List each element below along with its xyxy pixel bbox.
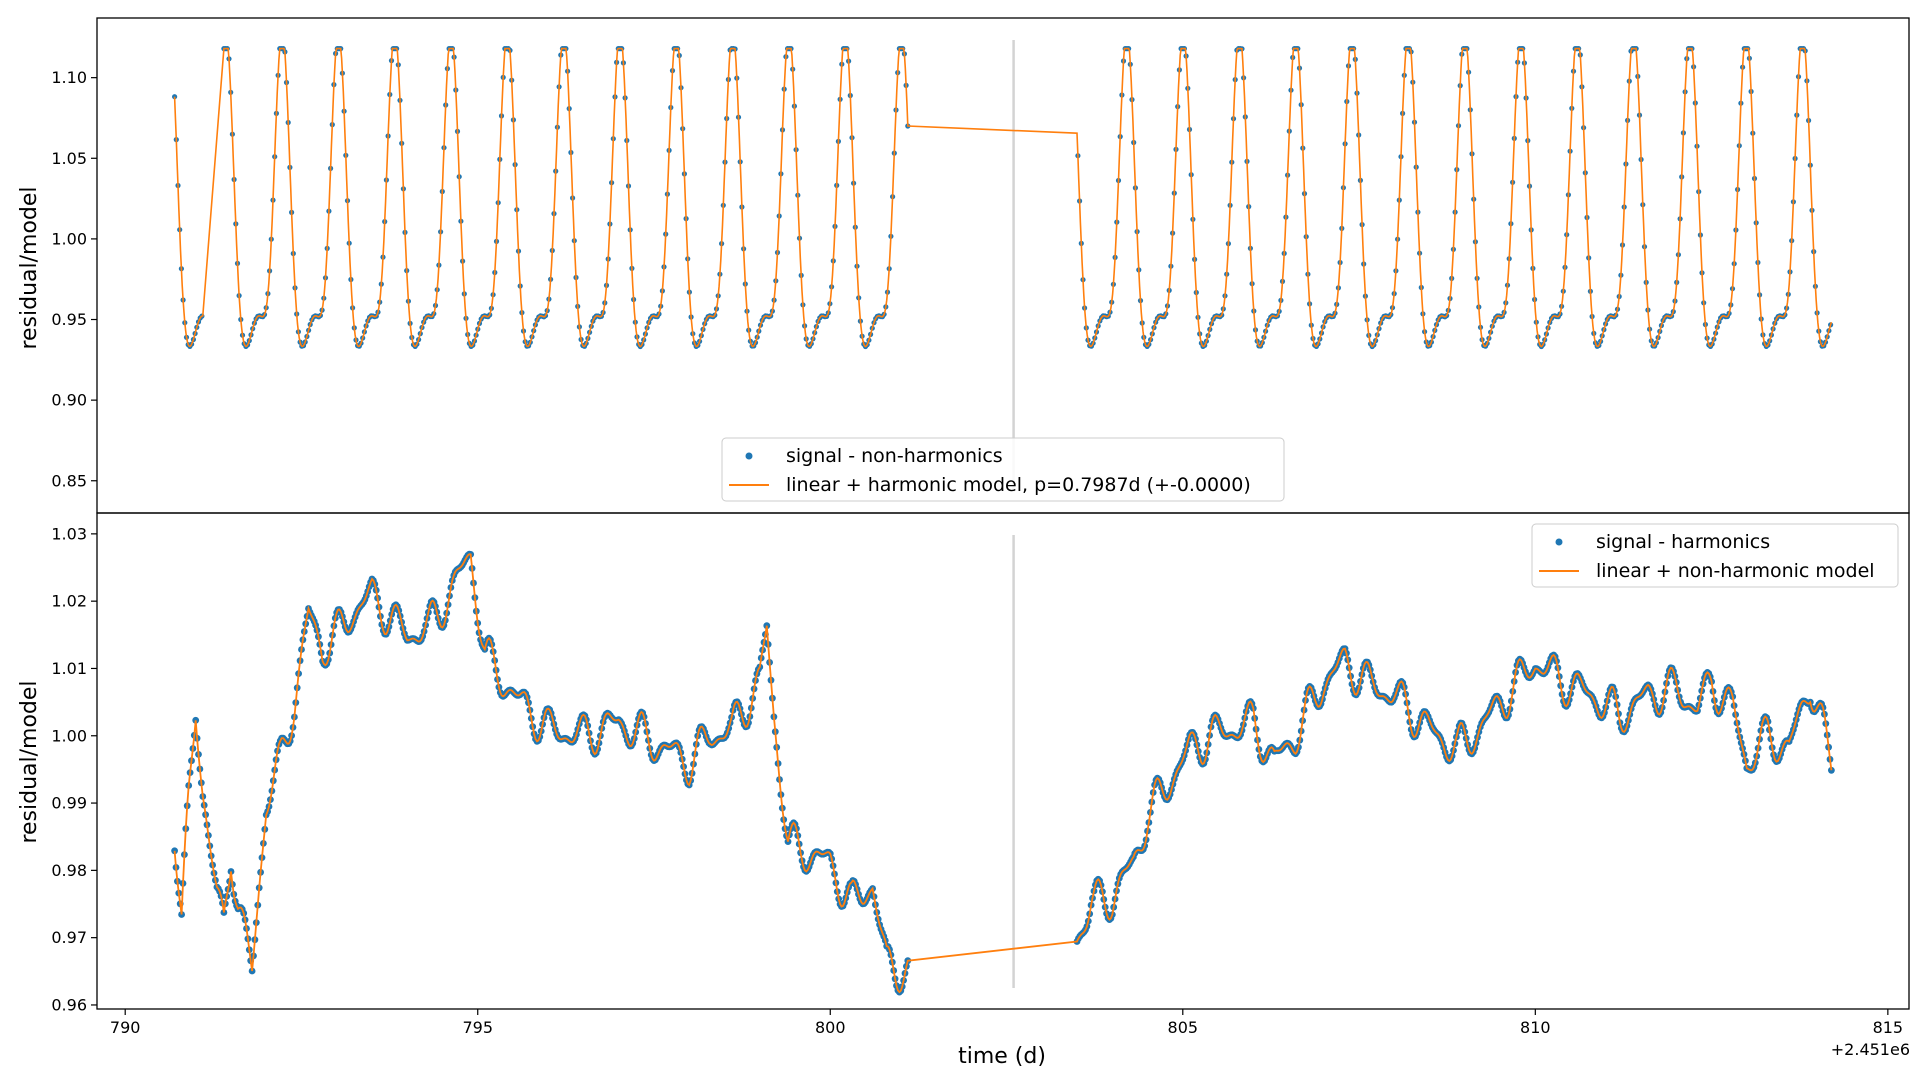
top-y-tick-label: 0.90 bbox=[51, 391, 87, 410]
x-axis-label: time (d) bbox=[958, 1044, 1046, 1069]
top-series-model bbox=[173, 47, 1833, 348]
top-y-tick-label: 1.10 bbox=[51, 68, 87, 87]
bottom-y-tick-label: 1.00 bbox=[51, 726, 87, 745]
bottom-legend-scatter-marker bbox=[1555, 538, 1563, 546]
top-series-signal bbox=[172, 46, 1834, 350]
top-y-tick-label: 1.00 bbox=[51, 229, 87, 248]
top-y-tick-label: 0.95 bbox=[51, 310, 87, 329]
top-y-axis-label: residual/model bbox=[17, 186, 42, 349]
x-tick-label: 805 bbox=[1168, 1018, 1199, 1037]
top-y-tick-label: 1.05 bbox=[51, 149, 87, 168]
bottom-plot-area bbox=[171, 535, 1835, 996]
top-plot-area bbox=[172, 40, 1834, 492]
bottom-legend-label-signal: signal - harmonics bbox=[1596, 531, 1770, 553]
top-y-tick-label: 0.85 bbox=[51, 471, 87, 490]
x-tick-label: 815 bbox=[1873, 1018, 1904, 1037]
bottom-panel-frame bbox=[96, 512, 1910, 1010]
x-tick-label: 790 bbox=[110, 1018, 141, 1037]
bottom-y-tick-label: 1.03 bbox=[51, 524, 87, 543]
x-tick-label: 810 bbox=[1520, 1018, 1551, 1037]
top-legend-box bbox=[721, 437, 1285, 502]
bottom-panel: 0.96 0.97 0.98 0.99 1.00 1.01 1.02 1.03 790 795 8… bbox=[17, 512, 1910, 1069]
bottom-signal-point bbox=[171, 847, 179, 855]
bottom-y-tick-label: 0.97 bbox=[51, 928, 87, 947]
top-legend-label-signal: signal - non-harmonics bbox=[786, 445, 1003, 467]
bottom-legend-box bbox=[1531, 523, 1899, 588]
bottom-x-ticks: 790 795 800 805 810 815 bbox=[110, 1009, 1903, 1037]
bottom-series-model bbox=[173, 553, 1833, 994]
bottom-series-signal bbox=[171, 550, 1835, 996]
top-legend-scatter-marker bbox=[745, 452, 753, 460]
x-tick-label: 800 bbox=[815, 1018, 846, 1037]
x-tick-label: 795 bbox=[462, 1018, 493, 1037]
bottom-y-ticks: 0.96 0.97 0.98 0.99 1.00 1.01 1.02 1.03 bbox=[51, 524, 97, 1014]
bottom-legend: signal - harmonics linear + non-harmonic… bbox=[1531, 523, 1899, 588]
bottom-y-tick-label: 1.02 bbox=[51, 592, 87, 611]
bottom-legend-label-model: linear + non-harmonic model bbox=[1596, 560, 1875, 582]
bottom-y-tick-label: 1.01 bbox=[51, 659, 87, 678]
bottom-y-tick-label: 0.99 bbox=[51, 794, 87, 813]
x-axis-offset-label: +2.451e6 bbox=[1831, 1040, 1910, 1059]
top-legend: signal - non-harmonics linear + harmonic… bbox=[721, 437, 1285, 502]
top-legend-label-model: linear + harmonic model, p=0.7987d (+-0.… bbox=[786, 474, 1251, 496]
bottom-y-tick-label: 0.98 bbox=[51, 861, 87, 880]
top-y-ticks: 0.85 0.90 0.95 1.00 1.05 1.10 bbox=[51, 68, 97, 490]
bottom-y-tick-label: 0.96 bbox=[51, 995, 87, 1014]
top-panel: 0.850.900.951.001.051.10 residual/model … bbox=[17, 17, 1910, 514]
bottom-y-axis-label: residual/model bbox=[17, 680, 42, 843]
